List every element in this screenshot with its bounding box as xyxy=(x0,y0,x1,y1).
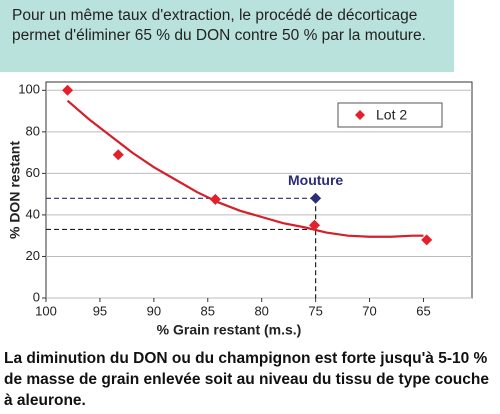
annotation-label: Mouture xyxy=(288,172,343,188)
y-tick-label: 20 xyxy=(26,248,40,263)
annotation-point xyxy=(310,192,322,204)
chart: 0 20 40 60 80 100 100 95 90 85 80 75 70 65 % Grain res… xyxy=(7,81,473,338)
trend-line xyxy=(66,99,424,238)
x-tick-label: 70 xyxy=(362,303,376,318)
y-tick-label: 80 xyxy=(26,123,40,138)
x-tick-label: 75 xyxy=(308,303,322,318)
data-point xyxy=(112,149,124,161)
legend-label: Lot 2 xyxy=(376,107,407,123)
header-text: Pour un même taux d'extraction, le procé… xyxy=(0,0,454,72)
data-point xyxy=(421,234,433,246)
footer-text: La diminution du DON ou du champignon es… xyxy=(4,350,489,409)
x-tick-label: 95 xyxy=(93,303,107,318)
y-axis-label: % DON restant xyxy=(7,141,23,239)
data-point xyxy=(309,219,321,231)
x-tick-label: 90 xyxy=(147,303,161,318)
y-tick-label: 100 xyxy=(18,82,40,97)
y-tick-label: 60 xyxy=(26,165,40,180)
x-tick-label: 80 xyxy=(254,303,268,318)
x-tick-label: 85 xyxy=(201,303,215,318)
data-point xyxy=(209,193,221,205)
data-point xyxy=(62,84,74,96)
legend-marker xyxy=(355,110,365,120)
y-tick-label: 0 xyxy=(33,289,40,304)
y-tick-label: 40 xyxy=(26,206,40,221)
x-tick-label: 65 xyxy=(416,303,430,318)
x-axis-label: % Grain restant (m.s.) xyxy=(157,322,302,338)
x-tick-label: 100 xyxy=(35,303,57,318)
